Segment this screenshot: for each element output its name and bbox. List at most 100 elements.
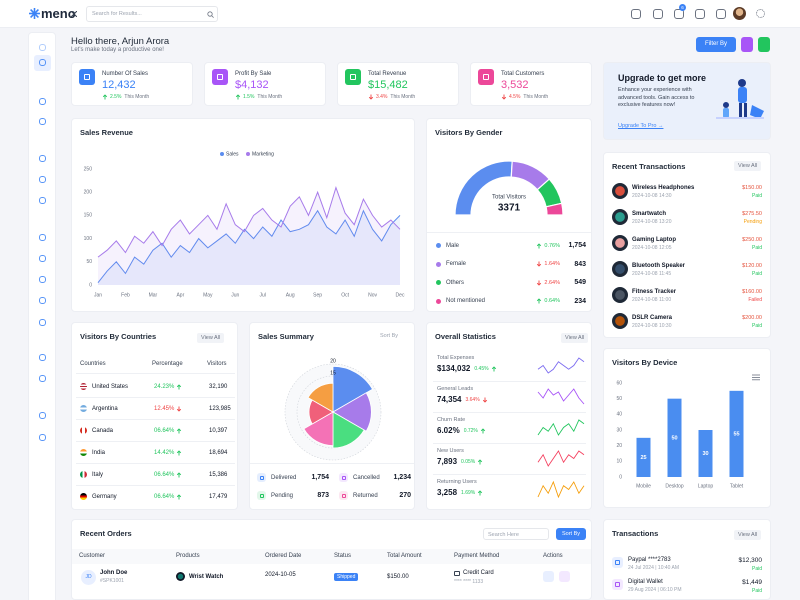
- percentage: 12.45%: [154, 405, 175, 412]
- export-button[interactable]: [741, 37, 753, 52]
- card-title: Overall Statistics: [435, 332, 496, 341]
- stat-label: Total Expenses: [437, 355, 475, 361]
- card-title: Recent Orders: [80, 529, 132, 538]
- avatar[interactable]: [733, 7, 746, 20]
- y-tick-label: 10: [616, 459, 622, 465]
- stat-value-row: 7,893 0.05%: [437, 457, 483, 466]
- sort-button[interactable]: Sort By: [556, 528, 586, 540]
- nav-icon[interactable]: [39, 234, 46, 241]
- nav-icon[interactable]: [39, 59, 46, 66]
- status-badge: Shipped: [334, 573, 359, 581]
- polar-segment: [303, 411, 334, 447]
- column-header: Ordered Date: [265, 553, 302, 559]
- change-value: 3.4%: [376, 94, 388, 100]
- payment-method: Credit Card: [463, 570, 494, 576]
- nav-icon[interactable]: [39, 375, 46, 382]
- sparkline: [537, 480, 585, 498]
- view-all-button[interactable]: View All: [734, 161, 762, 171]
- view-all-button[interactable]: View All: [734, 530, 762, 540]
- filter-button[interactable]: Filter By: [696, 37, 736, 52]
- view-action[interactable]: [543, 571, 554, 582]
- product-image: [612, 287, 628, 303]
- visitors: 32,190: [209, 383, 228, 390]
- transaction-icon: [612, 557, 623, 568]
- trend-arrow: [537, 261, 542, 267]
- edit-action[interactable]: [559, 571, 570, 582]
- view-all-button[interactable]: View All: [561, 333, 589, 343]
- trend-arrow: [478, 489, 483, 495]
- customer-initials: JD: [81, 570, 96, 585]
- table-row: Italy 06.64% 15,386: [80, 471, 232, 478]
- transaction-amount: $120.00: [742, 263, 762, 269]
- search-box[interactable]: Search for Results...: [86, 6, 218, 22]
- nav-icon[interactable]: [39, 118, 46, 125]
- legend-marker: [436, 261, 441, 267]
- chart-svg: 0 50 100 150 200 250 Jan Feb Mar Apr May Jun Jul Aug S…: [84, 151, 405, 298]
- toolbar-icon[interactable]: [653, 9, 663, 19]
- trend-arrow: [501, 94, 507, 100]
- recent-orders-card: Recent Orders Search Here Sort By Customer P…: [71, 519, 592, 600]
- divider: [427, 232, 591, 233]
- trend-arrow: [102, 94, 108, 100]
- legend-row: Female 1.64% 843: [436, 261, 586, 268]
- chart-svg: [537, 388, 585, 405]
- nav-icon[interactable]: [39, 412, 46, 419]
- stat-icon-glyph: [483, 74, 489, 80]
- nav-icon[interactable]: [39, 197, 46, 204]
- nav-icon[interactable]: [39, 44, 46, 51]
- nav-icon[interactable]: [39, 434, 46, 441]
- transaction-status: Paid: [751, 245, 762, 251]
- sparkline: [537, 388, 585, 405]
- nav-icon[interactable]: [39, 98, 46, 105]
- nav-icon[interactable]: [39, 354, 46, 361]
- chart-svg: [29, 8, 40, 19]
- percentage: 06.64%: [154, 427, 175, 434]
- settings-icon[interactable]: [756, 9, 765, 18]
- stat-card: Total Customers 3,532 4.5% This Month: [470, 62, 592, 106]
- order-date: 2024-10-05: [265, 572, 296, 578]
- bar-label: 55: [733, 431, 739, 437]
- y-tick-label: 150: [84, 213, 93, 219]
- stat-value: 12,432: [102, 79, 136, 91]
- stat-icon-glyph: [350, 74, 356, 80]
- upgrade-link[interactable]: Upgrade To Pro →: [618, 123, 664, 129]
- stat-value: 3,258: [437, 488, 458, 497]
- legend-value: 1,754: [311, 474, 329, 481]
- legend-value: 1,754: [568, 242, 586, 249]
- nav-icon[interactable]: [39, 176, 46, 183]
- toolbar-icon[interactable]: [695, 9, 705, 19]
- x-tick-label: Laptop: [698, 483, 714, 489]
- illustration: [750, 105, 764, 119]
- search-box[interactable]: Search Here: [483, 528, 549, 540]
- stat-value-row: $134,032 0.45%: [437, 364, 497, 373]
- x-tick-label: Aug: [286, 292, 295, 298]
- nav-icon[interactable]: [39, 297, 46, 304]
- nav-icon[interactable]: [39, 155, 46, 162]
- legend-label: Others: [446, 279, 465, 286]
- toolbar-icon[interactable]: [716, 9, 726, 19]
- toolbar-icon[interactable]: [631, 9, 641, 19]
- stat-icon: [345, 69, 361, 85]
- y-tick-label: 100: [84, 236, 93, 242]
- bar: [729, 390, 744, 477]
- share-button[interactable]: [758, 37, 770, 52]
- chart-svg: [71, 11, 77, 17]
- sort-button[interactable]: Sort By: [380, 333, 399, 339]
- y-tick-label: 20: [616, 443, 622, 449]
- nav-icon[interactable]: [39, 255, 46, 262]
- arrow-shape: [537, 280, 542, 286]
- top-bar: meno Search for Results... 6: [0, 0, 800, 28]
- nav-icon[interactable]: [39, 319, 46, 326]
- sidebar: [28, 32, 56, 600]
- transaction-name: DSLR Camera: [632, 315, 673, 321]
- arrow-shape: [478, 458, 483, 464]
- legend-change: 0.76%: [544, 242, 560, 249]
- table-header: Countries Percentage Visitors: [80, 361, 232, 367]
- chart-svg: [537, 357, 585, 374]
- nav-icon[interactable]: [39, 276, 46, 283]
- polar-segment: [332, 392, 372, 432]
- x-tick-label: Mar: [149, 292, 158, 298]
- view-all-button[interactable]: View All: [197, 333, 225, 343]
- order-amount: $150.00: [387, 574, 409, 580]
- order-id: #SPK1001: [100, 578, 124, 584]
